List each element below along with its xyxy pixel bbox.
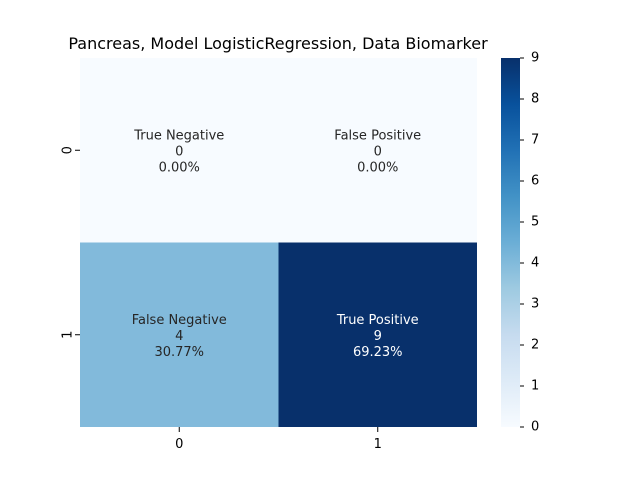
colorbar-tick-label-0: 0 — [531, 420, 539, 435]
colorbar-ticks: 0 1 2 3 4 5 6 7 8 9 — [520, 51, 539, 435]
cell-annotation-0-1-2: 0.00% — [357, 160, 398, 175]
cell-annotation-1-1-1: 9 — [374, 329, 382, 344]
x-tick-label-1: 1 — [374, 437, 382, 452]
chart-title: Pancreas, Model LogisticRegression, Data… — [68, 34, 488, 53]
colorbar-tick-label-9: 9 — [531, 51, 539, 66]
cell-annotation-1-0-2: 30.77% — [154, 345, 204, 360]
colorbar-tick-label-8: 8 — [531, 92, 539, 107]
colorbar-tick-label-6: 6 — [531, 174, 539, 189]
cell-annotation-0-0-0: True Negative — [133, 128, 224, 143]
heatmap-cell-1-1 — [278, 242, 477, 427]
cell-annotation-1-1-2: 69.23% — [353, 345, 403, 360]
y-axis: 01 — [61, 146, 80, 339]
colorbar-tick-label-3: 3 — [531, 297, 539, 312]
colorbar-tick-label-2: 2 — [531, 338, 539, 353]
colorbar: 0 1 2 3 4 5 6 7 8 9 — [501, 51, 539, 435]
colorbar-gradient — [501, 58, 520, 427]
heatmap-cells — [80, 58, 477, 427]
heatmap-cell-0-1 — [278, 58, 477, 243]
heatmap-cell-0-0 — [80, 58, 279, 243]
cell-annotation-1-0-1: 4 — [175, 329, 183, 344]
colorbar-tick-label-5: 5 — [531, 215, 539, 230]
cell-annotation-0-0-2: 0.00% — [159, 160, 200, 175]
cell-annotation-1-1-0: True Positive — [336, 313, 419, 328]
x-tick-label-0: 0 — [175, 437, 183, 452]
cell-annotation-1-0-0: False Negative — [132, 313, 227, 328]
colorbar-tick-label-4: 4 — [531, 256, 539, 271]
cell-annotation-0-0-1: 0 — [175, 144, 183, 159]
cell-annotation-0-1-0: False Positive — [334, 128, 421, 143]
y-tick-label-1: 1 — [61, 331, 76, 339]
colorbar-tick-label-1: 1 — [531, 379, 539, 394]
heatmap-cell-1-0 — [80, 242, 279, 427]
cell-annotation-0-1-1: 0 — [374, 144, 382, 159]
y-tick-label-0: 0 — [61, 146, 76, 154]
colorbar-tick-label-7: 7 — [531, 133, 539, 148]
